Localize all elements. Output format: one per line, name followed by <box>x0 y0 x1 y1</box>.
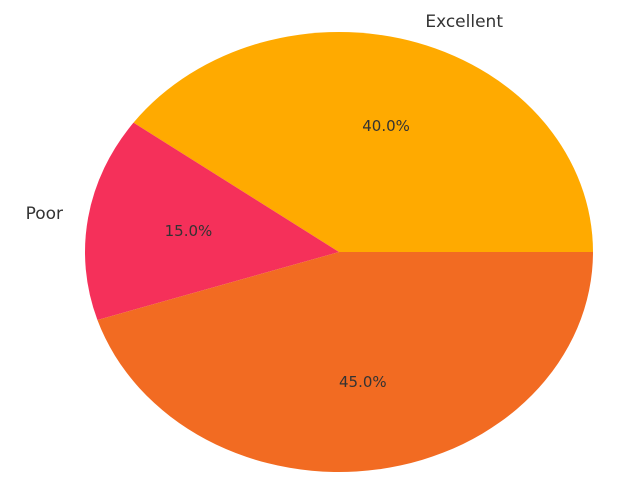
pct-label-poor: 15.0% <box>165 222 213 240</box>
category-label-excellent: Excellent <box>425 12 503 32</box>
pct-label-excellent: 40.0% <box>362 117 410 135</box>
pie-slice-excellent <box>133 31 593 252</box>
pie-slice-poor <box>85 122 339 320</box>
pct-label-acceptable: 45.0% <box>339 373 387 391</box>
pie-slice-acceptable <box>97 252 594 472</box>
category-label-poor: Poor <box>26 204 63 224</box>
